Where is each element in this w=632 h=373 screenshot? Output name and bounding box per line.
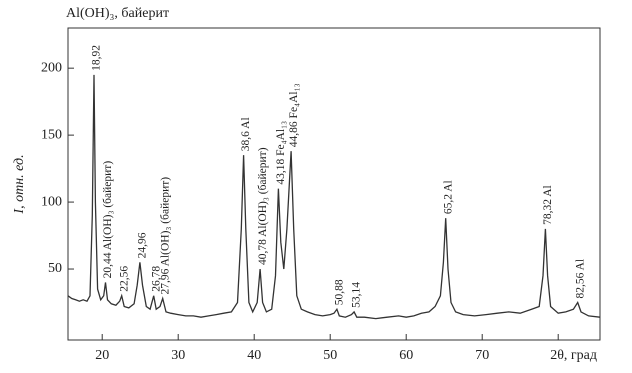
x-tick-label: 2θ, град (550, 348, 597, 363)
peak-annotation: 65,2 Al (442, 180, 454, 214)
peak-annotation: 38,6 Al (240, 117, 252, 151)
peak-annotation: 43,18 Fe₄Al₁₃ (275, 121, 287, 185)
y-tick-label: 200 (41, 60, 62, 75)
peak-annotation: 53,14 (351, 282, 363, 308)
x-tick-label: 30 (171, 348, 185, 363)
peak-annotation: 82,56 Al (574, 259, 586, 299)
y-tick-label: 50 (48, 261, 62, 276)
x-tick-label: 70 (475, 348, 489, 363)
peak-annotation: 27,96 Al(OH)₃ (байерит) (159, 177, 171, 295)
x-tick-label: 50 (323, 348, 337, 363)
chart-title: Al(OH)₃, байерит (66, 6, 169, 21)
spectrum-line (67, 74, 601, 320)
peak-annotation: 40,78 Al(OH)₃ (байерит) (257, 147, 269, 265)
x-tick-label: 40 (247, 348, 261, 363)
y-tick-label: 150 (41, 127, 62, 142)
peak-annotation: 50,88 (334, 279, 346, 305)
peak-annotation: 22,56 (118, 266, 130, 292)
peak-annotation: 78,32 Al (542, 185, 554, 225)
peak-annotation: 26,78 (150, 266, 162, 292)
peak-annotation: 18,92 (91, 45, 103, 71)
peak-annotation: 20,44 Al(OH)₃ (байерит) (102, 161, 114, 279)
y-axis-label: I, отн. ед. (12, 154, 27, 214)
peak-annotation: 24,96 (137, 232, 149, 258)
x-tick-label: 20 (95, 348, 109, 363)
plot-frame (67, 27, 601, 341)
x-tick-label: 60 (399, 348, 413, 363)
y-tick-label: 100 (41, 194, 62, 209)
peak-annotation: 44,86 Fe₄Al₁₃ (288, 83, 300, 147)
